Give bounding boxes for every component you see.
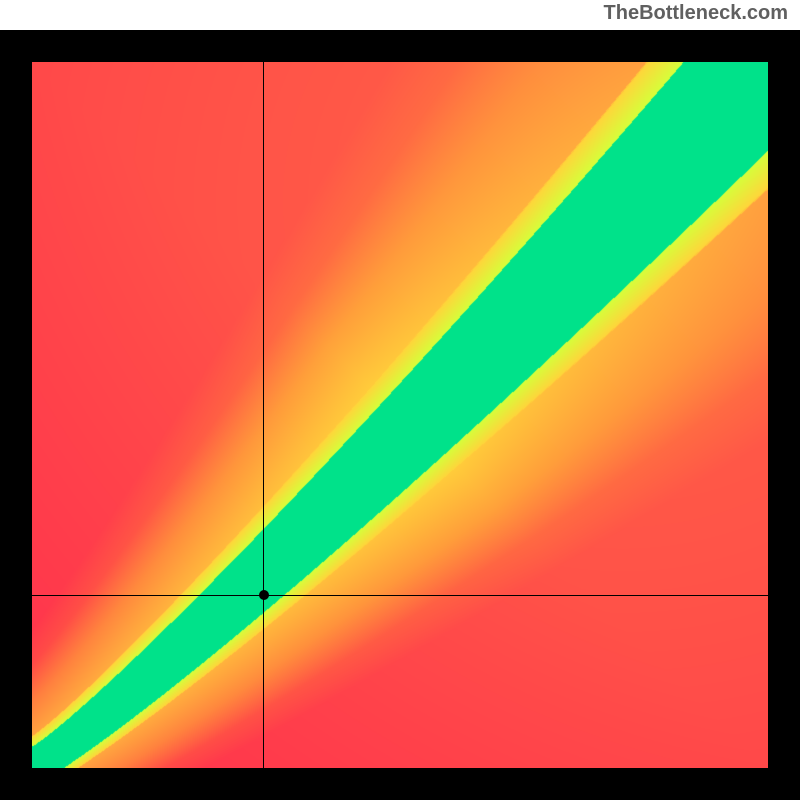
chart-container: TheBottleneck.com bbox=[0, 0, 800, 800]
heatmap-plot bbox=[32, 62, 768, 768]
selection-marker bbox=[259, 590, 269, 600]
crosshair-vertical bbox=[263, 62, 264, 768]
crosshair-horizontal bbox=[32, 595, 768, 596]
watermark-text: TheBottleneck.com bbox=[604, 2, 788, 25]
heatmap-canvas bbox=[32, 62, 768, 768]
